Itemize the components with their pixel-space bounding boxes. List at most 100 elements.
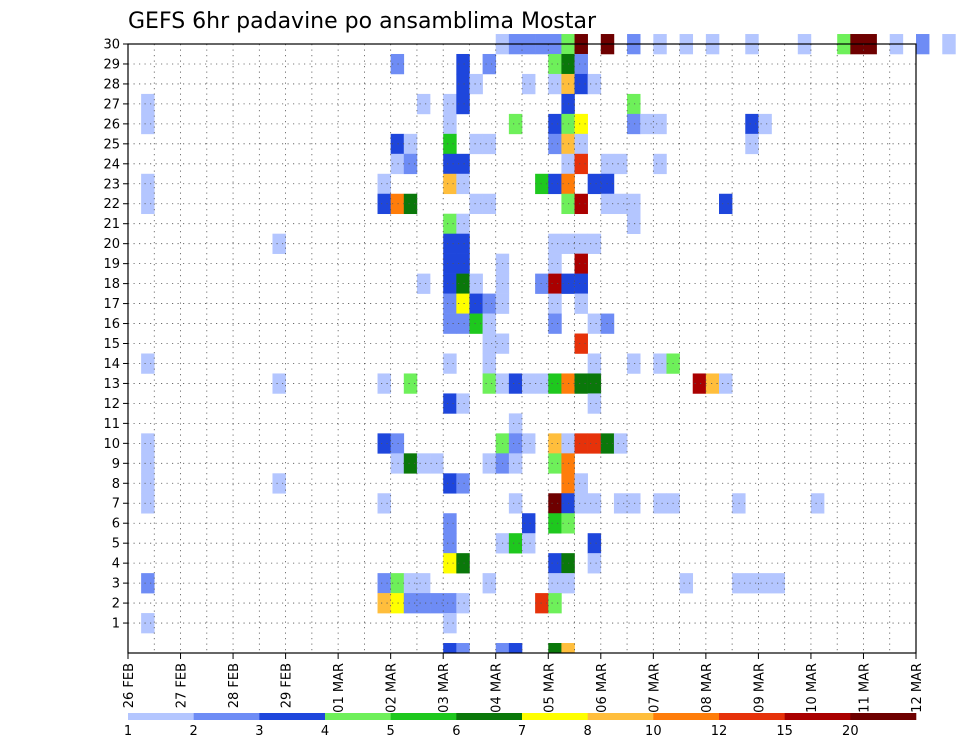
heat-cell (482, 53, 497, 75)
heat-cell (653, 493, 667, 514)
heat-cell (456, 173, 470, 195)
heat-cell (613, 193, 628, 215)
heat-cell (272, 473, 286, 494)
heat-cell (482, 373, 497, 394)
x-tick-label: 27 FEB (175, 663, 190, 708)
heat-cell (416, 93, 431, 115)
y-tick-label: 3 (112, 577, 120, 592)
x-tick-label: 07 MAR (647, 663, 662, 713)
y-tick-label: 2 (112, 597, 120, 612)
heat-cell (522, 433, 536, 454)
heat-cell (613, 433, 628, 454)
heat-cell (627, 213, 641, 234)
y-tick-label: 7 (112, 497, 120, 512)
x-tick-label: 08 MAR (700, 663, 715, 713)
heat-cell (456, 213, 470, 234)
heat-cell (587, 233, 602, 254)
y-tick-label: 9 (112, 457, 120, 472)
heat-cell (653, 353, 667, 374)
heat-cell (456, 153, 470, 175)
heat-cell (482, 293, 497, 314)
heatmap-cells (141, 34, 956, 653)
heat-cell (587, 533, 602, 554)
heat-cell (482, 453, 497, 474)
heat-cell (390, 433, 405, 454)
y-tick-label: 17 (103, 297, 120, 312)
colorbar-level-label: 1 (124, 724, 132, 739)
heat-cell (443, 233, 457, 254)
heat-cell (535, 273, 549, 294)
y-tick-label: 30 (103, 38, 120, 53)
heat-cell (456, 233, 470, 254)
heat-cell (522, 73, 536, 95)
colorbar-swatch (653, 713, 720, 720)
colorbar-swatch (259, 713, 326, 720)
x-tick-label: 11 MAR (857, 663, 872, 713)
heat-cell (443, 133, 457, 155)
heat-cell (561, 643, 575, 653)
heat-cell (548, 133, 562, 155)
y-tick-label: 14 (103, 357, 120, 372)
heat-cell (456, 93, 470, 115)
heat-cell (377, 593, 391, 614)
heat-cell (574, 293, 588, 314)
heat-cell (469, 293, 483, 314)
x-tick-label: 02 MAR (385, 663, 400, 713)
heat-cell (443, 353, 457, 374)
heat-cell (745, 113, 759, 135)
heat-cell (574, 73, 588, 95)
heat-cell (574, 433, 588, 454)
heat-cell (456, 293, 470, 314)
heat-cell (548, 313, 562, 334)
heat-cell (627, 193, 641, 215)
heat-cell (508, 433, 523, 454)
heat-cell (653, 153, 667, 175)
heat-cell (548, 513, 562, 534)
heat-cell (810, 493, 825, 514)
heat-cell (574, 153, 588, 175)
heat-cell (627, 353, 641, 374)
heat-cell (508, 113, 523, 135)
heat-cell (141, 433, 155, 454)
heat-cell (272, 233, 286, 254)
heat-cell (653, 113, 667, 135)
x-tick-label: 06 MAR (595, 663, 610, 713)
heat-cell (548, 233, 562, 254)
heat-cell (482, 313, 497, 334)
heat-cell (508, 533, 523, 554)
heat-cell (613, 153, 628, 175)
heat-cell (548, 553, 562, 574)
heat-cell (272, 373, 286, 394)
heat-cell (443, 293, 457, 314)
heat-cell (377, 173, 391, 195)
y-tick-label: 22 (103, 197, 120, 212)
heat-cell (508, 373, 523, 394)
y-tick-label: 29 (103, 57, 120, 72)
heat-cell (574, 193, 588, 215)
x-tick-label: 09 MAR (752, 663, 767, 713)
y-tick-label: 1 (112, 617, 120, 632)
heat-cell (141, 173, 155, 195)
heat-cell (692, 373, 707, 394)
heat-cell (679, 573, 694, 594)
heat-cell (469, 313, 483, 334)
heat-cell (390, 453, 405, 474)
heat-cell (548, 73, 562, 95)
heat-cell (548, 373, 562, 394)
y-tick-label: 18 (103, 277, 120, 292)
heat-cell (574, 333, 588, 354)
heat-cell (377, 433, 391, 454)
y-tick-label: 24 (103, 157, 120, 172)
y-tick-label: 12 (103, 397, 120, 412)
heat-cell (416, 593, 431, 614)
colorbar-level-label: 7 (518, 724, 526, 739)
heat-cell (508, 643, 523, 653)
colorbar-swatch (850, 713, 917, 720)
heat-cell (377, 573, 391, 594)
heat-cell (522, 373, 536, 394)
heat-cell (443, 393, 457, 414)
heat-cell (469, 273, 483, 294)
heat-cell (535, 593, 549, 614)
heat-cell (416, 273, 431, 294)
heat-cell (574, 473, 588, 494)
